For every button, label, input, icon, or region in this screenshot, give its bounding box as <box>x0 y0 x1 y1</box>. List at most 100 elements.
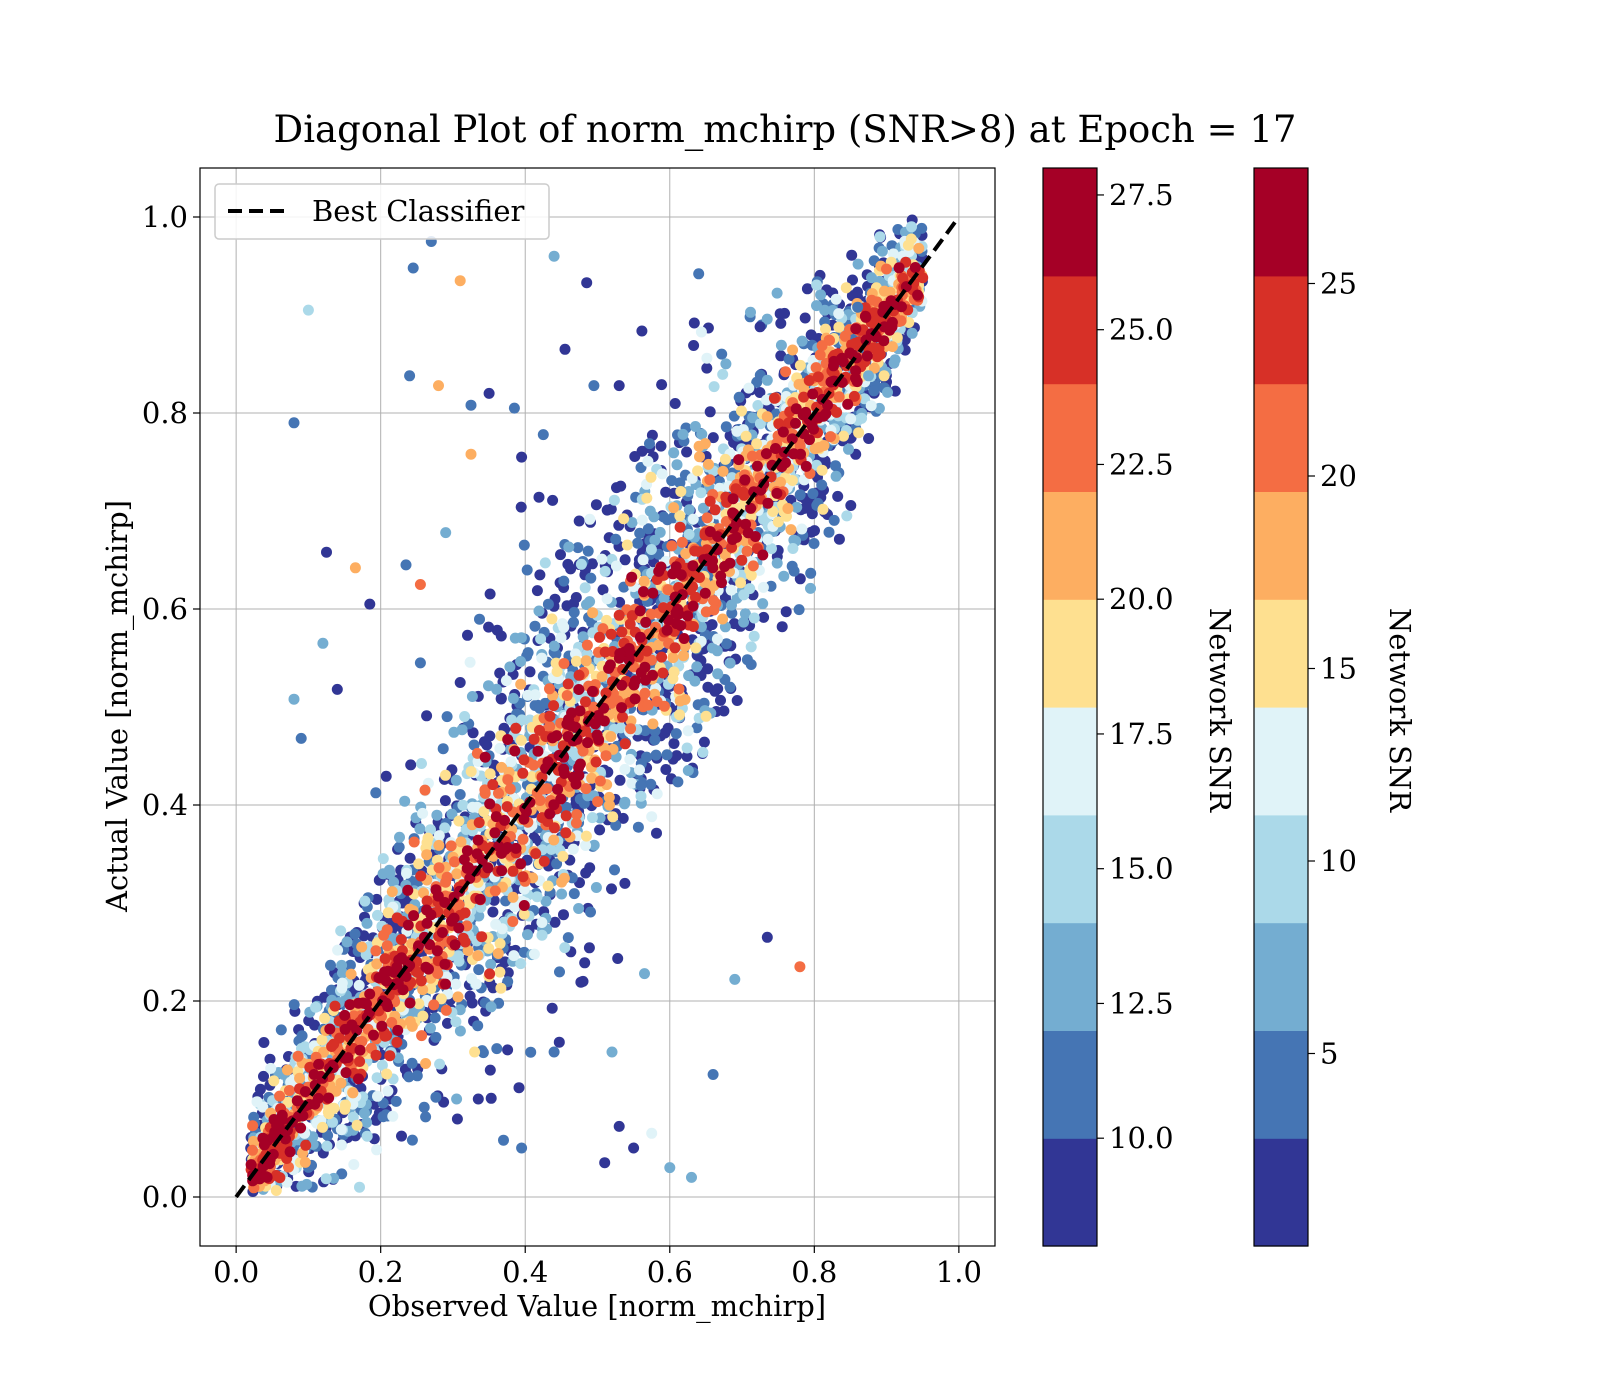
outlier-point <box>613 380 625 392</box>
scatter-point <box>653 639 665 651</box>
scatter-point <box>548 700 560 712</box>
scatter-point <box>579 957 591 969</box>
scatter-point <box>702 663 714 675</box>
plot-area: 0.0 0.2 0.4 0.6 0.8 1.0 0.00.20.40.60.81.0 <box>142 167 996 1289</box>
scatter-point <box>762 533 774 545</box>
scatter-point <box>641 645 653 657</box>
scatter-point <box>370 787 382 799</box>
scatter-point <box>651 696 663 707</box>
scatter-point <box>740 430 752 442</box>
scatter-point <box>603 791 615 803</box>
scatter-point <box>681 751 693 762</box>
scatter-point <box>506 714 518 726</box>
scatter-point <box>556 618 568 630</box>
scatter-point <box>415 975 427 987</box>
scatter-point <box>570 655 582 667</box>
scatter-point <box>912 289 924 301</box>
scatter-point <box>335 1077 347 1089</box>
scatter-point <box>771 557 783 569</box>
scatter-point <box>646 811 658 823</box>
scatter-point <box>518 754 530 766</box>
outlier-point <box>400 559 412 571</box>
scatter-point <box>473 817 485 829</box>
outlier-point <box>295 732 307 744</box>
scatter-point <box>747 412 759 424</box>
scatter-point <box>777 426 789 438</box>
scatter-point <box>674 709 685 721</box>
scatter-point <box>558 872 570 884</box>
scatter-point <box>895 315 907 327</box>
scatter-point <box>535 633 547 645</box>
scatter-point <box>881 263 892 275</box>
scatter-point <box>675 620 687 631</box>
scatter-point <box>629 451 641 462</box>
scatter-point <box>379 966 391 978</box>
scatter-point <box>588 839 600 851</box>
scatter-point <box>489 827 501 839</box>
scatter-point <box>668 502 680 514</box>
scatter-point <box>371 1072 383 1084</box>
scatter-point <box>619 763 631 775</box>
scatter-point <box>482 862 494 874</box>
scatter-point <box>833 391 845 403</box>
scatter-point <box>619 738 631 750</box>
scatter-point <box>347 1087 359 1099</box>
scatter-point <box>568 606 580 618</box>
scatter-point <box>428 999 440 1011</box>
scatter-point <box>807 388 819 400</box>
scatter-point <box>356 941 368 953</box>
scatter-point <box>682 610 694 622</box>
scatter-point <box>687 600 699 612</box>
scatter-point <box>296 1180 308 1192</box>
scatter-point <box>791 501 803 513</box>
scatter-point <box>408 836 420 848</box>
scatter-point <box>642 523 654 535</box>
scatter-point <box>446 808 458 820</box>
scatter-point <box>811 401 823 413</box>
scatter-point <box>417 1010 429 1022</box>
scatter-point <box>678 650 689 662</box>
scatter-point <box>558 909 569 921</box>
scatter-point <box>678 633 690 644</box>
scatter-point <box>473 964 485 976</box>
scatter-point <box>626 571 638 583</box>
outlier-point <box>364 598 376 610</box>
scatter-point <box>719 453 731 465</box>
scatter-point <box>384 1050 396 1062</box>
scatter-point <box>776 621 788 633</box>
scatter-point <box>345 1043 357 1054</box>
scatter-point <box>727 493 739 505</box>
scatter-point <box>707 555 718 567</box>
scatter-point <box>449 856 460 868</box>
scatter-point <box>450 774 462 786</box>
scatter-point <box>718 705 730 717</box>
scatter-point <box>668 447 680 459</box>
scatter-point <box>707 432 719 444</box>
scatter-point <box>698 736 710 748</box>
scatter-point <box>558 763 570 775</box>
scatter-point <box>354 1181 365 1193</box>
scatter-point <box>494 966 506 978</box>
scatter-point <box>660 764 672 775</box>
scatter-point <box>856 412 868 424</box>
scatter-point <box>580 830 592 842</box>
scatter-point <box>484 768 496 780</box>
scatter-point <box>639 687 651 699</box>
scatter-point <box>487 982 499 994</box>
scatter-point <box>674 521 686 533</box>
scatter-point <box>315 1070 327 1082</box>
scatter-point <box>531 585 543 597</box>
scatter-point <box>811 279 823 291</box>
scatter-point <box>544 710 556 722</box>
scatter-point <box>319 1012 331 1024</box>
scatter-point <box>377 1111 389 1123</box>
outlier-point <box>483 387 495 399</box>
scatter-point <box>610 819 622 831</box>
scatter-point <box>370 1049 382 1061</box>
scatter-point <box>391 961 403 973</box>
scatter-point <box>868 385 880 397</box>
scatter-point <box>793 378 805 390</box>
scatter-point <box>637 554 649 566</box>
scatter-point <box>542 880 554 892</box>
scatter-point <box>858 393 870 405</box>
